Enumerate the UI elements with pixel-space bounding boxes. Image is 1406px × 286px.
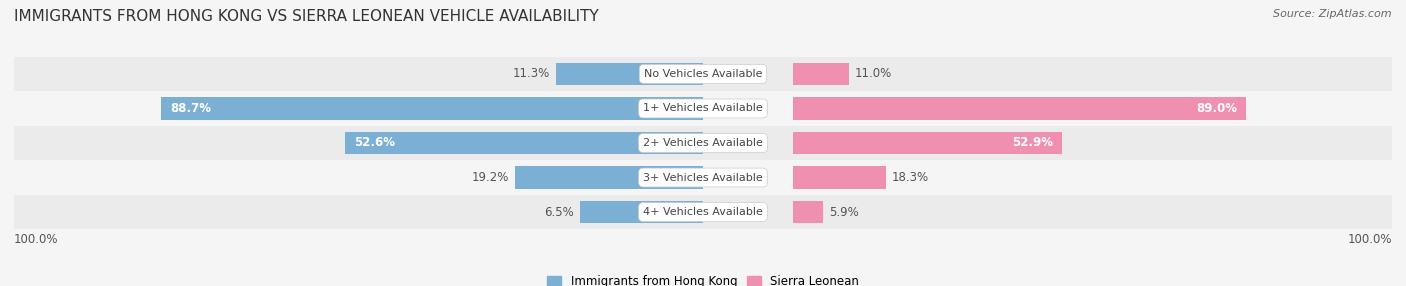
Text: 1+ Vehicles Available: 1+ Vehicles Available [643,104,763,114]
Text: 11.0%: 11.0% [855,67,893,80]
Text: 18.3%: 18.3% [891,171,929,184]
Bar [14,195,1392,229]
Bar [516,166,703,189]
Text: 11.3%: 11.3% [512,67,550,80]
Text: 52.6%: 52.6% [354,136,395,150]
Bar [793,166,886,189]
Text: 4+ Vehicles Available: 4+ Vehicles Available [643,207,763,217]
Text: 52.9%: 52.9% [1012,136,1053,150]
Text: 100.0%: 100.0% [14,233,59,247]
Text: 3+ Vehicles Available: 3+ Vehicles Available [643,172,763,182]
Text: No Vehicles Available: No Vehicles Available [644,69,762,79]
Text: 100.0%: 100.0% [1347,233,1392,247]
Bar [14,160,1392,195]
Text: 19.2%: 19.2% [472,171,509,184]
Text: 88.7%: 88.7% [170,102,211,115]
Bar [793,63,849,85]
Bar [162,97,703,120]
Bar [793,201,823,223]
Text: 89.0%: 89.0% [1197,102,1237,115]
Bar [346,132,703,154]
Text: 5.9%: 5.9% [830,206,859,219]
Legend: Immigrants from Hong Kong, Sierra Leonean: Immigrants from Hong Kong, Sierra Leonea… [543,270,863,286]
Bar [14,91,1392,126]
Text: Source: ZipAtlas.com: Source: ZipAtlas.com [1274,9,1392,19]
Bar [793,132,1063,154]
Text: 2+ Vehicles Available: 2+ Vehicles Available [643,138,763,148]
Bar [555,63,703,85]
Bar [14,126,1392,160]
Bar [14,57,1392,91]
Bar [793,97,1246,120]
Text: IMMIGRANTS FROM HONG KONG VS SIERRA LEONEAN VEHICLE AVAILABILITY: IMMIGRANTS FROM HONG KONG VS SIERRA LEON… [14,9,599,23]
Bar [581,201,703,223]
Text: 6.5%: 6.5% [544,206,574,219]
